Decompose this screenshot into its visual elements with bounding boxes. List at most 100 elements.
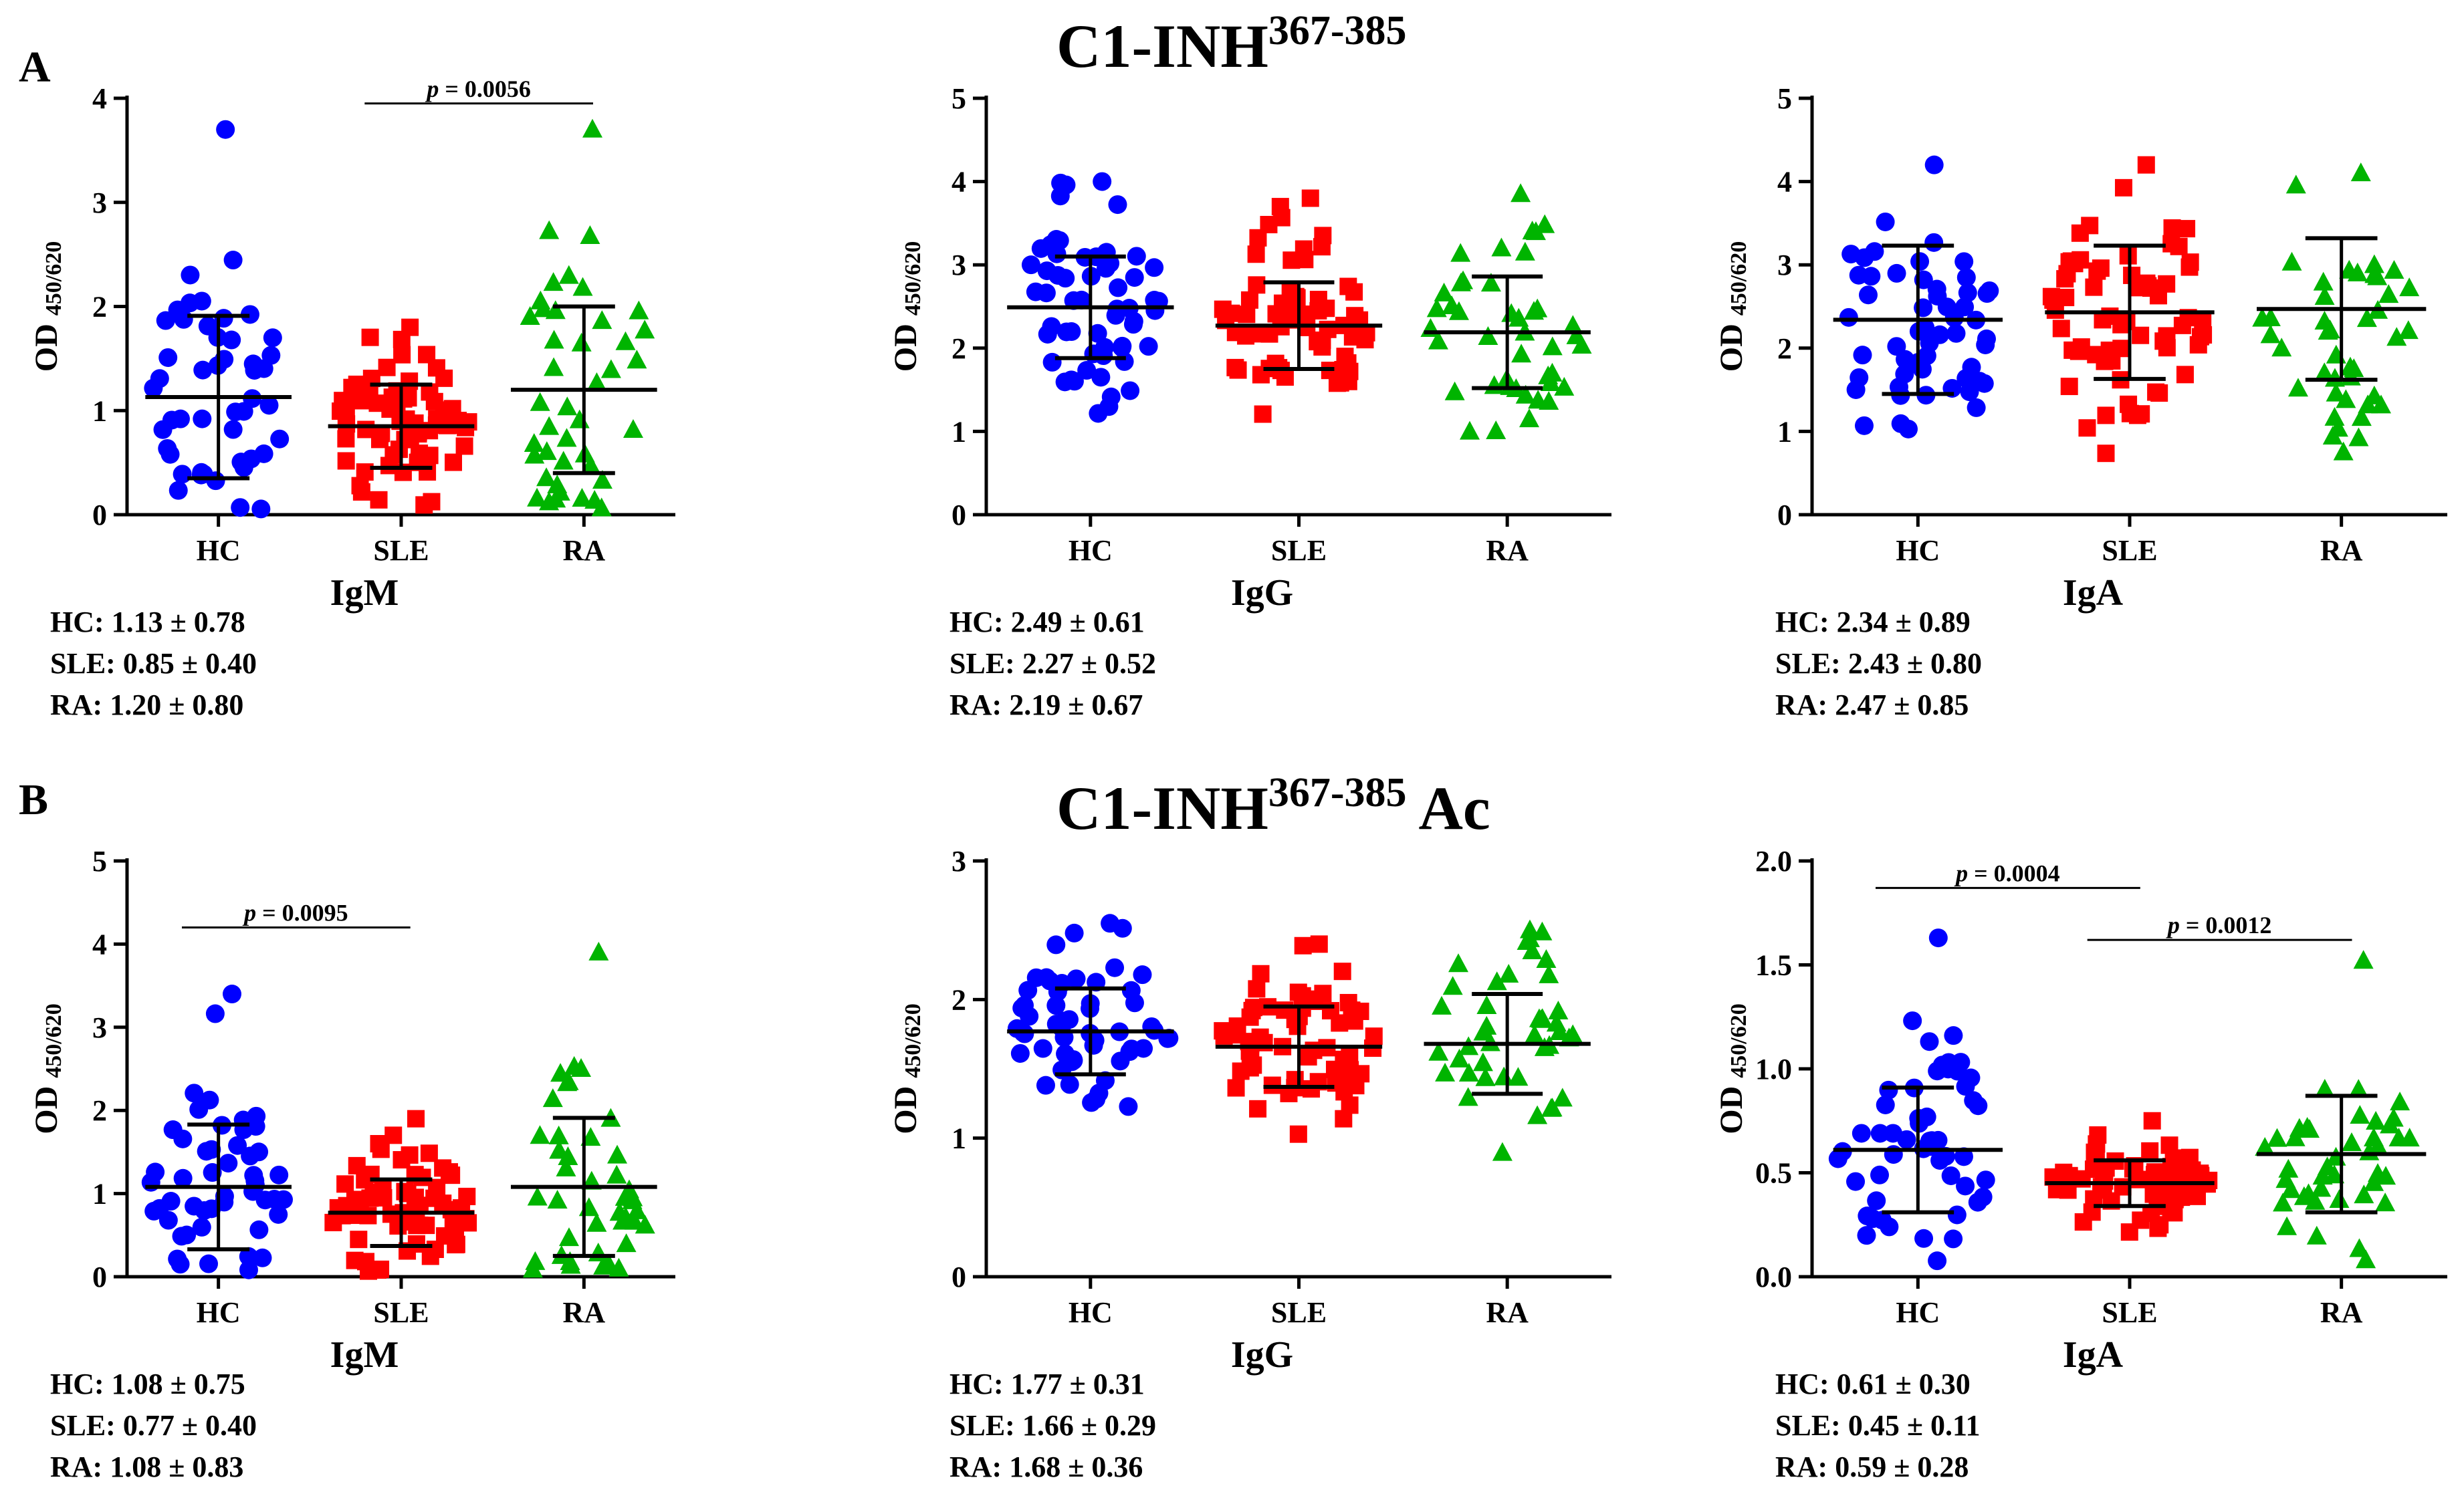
summary-ra: RA: 1.68 ± 0.36 xyxy=(949,1451,1143,1483)
x-tick-label-sle: SLE xyxy=(1271,1296,1327,1329)
data-point-sle xyxy=(1294,936,1312,955)
data-point-hc xyxy=(1956,1077,1975,1096)
data-point-ra xyxy=(543,272,564,291)
data-point-ra xyxy=(1534,1037,1555,1056)
data-point-sle xyxy=(2191,328,2209,346)
panel-b-iga: 0.0 0.5 1.0 1.5 2.0 OD 450/620 HC SLE RA IgA HC: 0… xyxy=(1714,845,2447,1483)
data-point-hc xyxy=(199,1254,219,1273)
data-point-sle xyxy=(434,1195,452,1213)
data-point-sle xyxy=(2065,255,2084,273)
y-axis-label-sub: 450/620 xyxy=(901,241,925,316)
data-point-ra xyxy=(558,1227,579,1247)
data-point-ra xyxy=(2351,407,2372,426)
data-point-hc xyxy=(1853,346,1872,365)
data-point-ra xyxy=(1571,334,1592,354)
data-point-sle xyxy=(1313,338,1331,356)
data-point-ra xyxy=(2350,162,2371,182)
data-point-hc xyxy=(200,1090,219,1110)
y-tick-label: 3 xyxy=(1777,249,1792,281)
data-point-sle xyxy=(370,491,388,509)
data-point-hc xyxy=(177,1225,197,1245)
data-point-sle xyxy=(2096,1164,2114,1182)
data-point-ra xyxy=(520,306,540,326)
data-point-ra xyxy=(1442,295,1462,315)
y-tick-label: 1 xyxy=(92,1178,107,1211)
data-point-sle xyxy=(361,328,379,346)
significance-value: = 0.0056 xyxy=(439,76,531,102)
data-point-sle xyxy=(2179,1164,2197,1182)
data-point-hc xyxy=(269,1165,289,1184)
data-point-ra xyxy=(556,428,577,447)
data-point-hc xyxy=(1046,935,1066,955)
data-point-ra xyxy=(527,1186,548,1206)
data-point-hc xyxy=(1091,368,1111,387)
data-point-sle xyxy=(1289,1125,1307,1143)
data-point-sle xyxy=(1282,300,1300,318)
data-point-ra xyxy=(2324,368,2345,387)
data-point-ra xyxy=(2356,1249,2376,1269)
summary-hc: HC: 2.49 ± 0.61 xyxy=(949,606,1145,638)
data-point-hc xyxy=(1956,1176,1975,1196)
y-axis-label-main: OD xyxy=(29,316,64,372)
data-point-ra xyxy=(2260,324,2281,344)
data-point-hc xyxy=(1056,269,1075,288)
data-point-ra xyxy=(2348,427,2369,447)
data-point-hc xyxy=(1087,1090,1106,1109)
data-point-hc xyxy=(169,481,188,500)
data-point-hc xyxy=(185,1084,204,1103)
data-point-ra xyxy=(1449,1048,1470,1068)
summary-hc: HC: 1.77 ± 0.31 xyxy=(949,1368,1145,1400)
data-point-sle xyxy=(393,330,411,348)
data-point-hc xyxy=(1139,337,1158,356)
summary-ra: RA: 2.47 ± 0.85 xyxy=(1775,688,1969,721)
data-point-hc xyxy=(223,251,243,270)
data-point-hc xyxy=(1895,364,1914,384)
data-point-ra xyxy=(2314,1078,2335,1098)
data-point-ra xyxy=(2354,1184,2374,1204)
data-point-hc xyxy=(1958,283,1977,302)
data-point-hc xyxy=(173,1168,193,1188)
data-point-sle xyxy=(2096,352,2114,370)
data-point-sle xyxy=(2097,406,2115,424)
panel-b-igg: 0 1 2 3 OD 450/620 HC SLE RA IgG HC: 1.77 ± 0.31 S… xyxy=(888,845,1611,1483)
data-point-ra xyxy=(1434,282,1454,301)
data-point-ra xyxy=(607,1144,628,1164)
data-point-hc xyxy=(1108,195,1127,215)
data-point-hc xyxy=(202,1140,221,1159)
data-point-ra xyxy=(547,475,568,494)
data-point-ra xyxy=(1460,420,1480,440)
y-axis-label-main: OD xyxy=(29,1078,64,1134)
data-point-sle xyxy=(411,445,429,463)
y-axis-label-sub: 450/620 xyxy=(41,241,66,316)
data-point-hc xyxy=(255,1190,275,1210)
data-point-ra xyxy=(527,487,548,507)
y-tick-label: 2 xyxy=(92,291,107,324)
summary-sle: SLE: 2.43 ± 0.80 xyxy=(1775,647,1982,680)
data-point-sle xyxy=(378,358,396,376)
data-point-sle xyxy=(2114,178,2132,197)
data-point-hc xyxy=(253,1248,272,1267)
x-tick-label-ra: RA xyxy=(563,534,606,567)
data-point-ra xyxy=(558,1071,579,1090)
series-sle xyxy=(332,318,477,514)
data-point-sle xyxy=(368,394,386,412)
data-point-ra xyxy=(1529,1008,1549,1027)
x-axis-label: IgG xyxy=(1231,1334,1293,1376)
x-tick-label-hc: HC xyxy=(197,534,241,567)
data-point-ra xyxy=(1486,420,1506,440)
data-point-hc xyxy=(1046,996,1066,1015)
data-point-hc xyxy=(1093,172,1112,191)
data-point-ra xyxy=(1542,362,1563,382)
data-point-hc xyxy=(274,1190,294,1209)
data-point-hc xyxy=(226,402,245,422)
data-point-hc xyxy=(1930,325,1950,344)
data-point-hc xyxy=(163,1120,183,1140)
data-point-hc xyxy=(1956,369,1976,388)
data-point-ra xyxy=(623,419,643,438)
data-point-sle xyxy=(1215,1027,1233,1045)
data-point-hc xyxy=(1854,416,1874,435)
data-point-ra xyxy=(635,320,655,339)
data-point-sle xyxy=(444,453,462,471)
y-tick-label: 0 xyxy=(1777,499,1792,531)
data-point-ra xyxy=(2314,286,2335,305)
